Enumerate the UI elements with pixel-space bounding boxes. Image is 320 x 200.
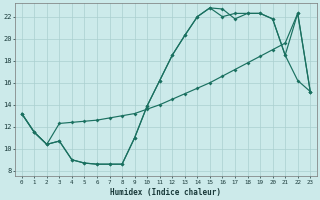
X-axis label: Humidex (Indice chaleur): Humidex (Indice chaleur)	[110, 188, 221, 197]
